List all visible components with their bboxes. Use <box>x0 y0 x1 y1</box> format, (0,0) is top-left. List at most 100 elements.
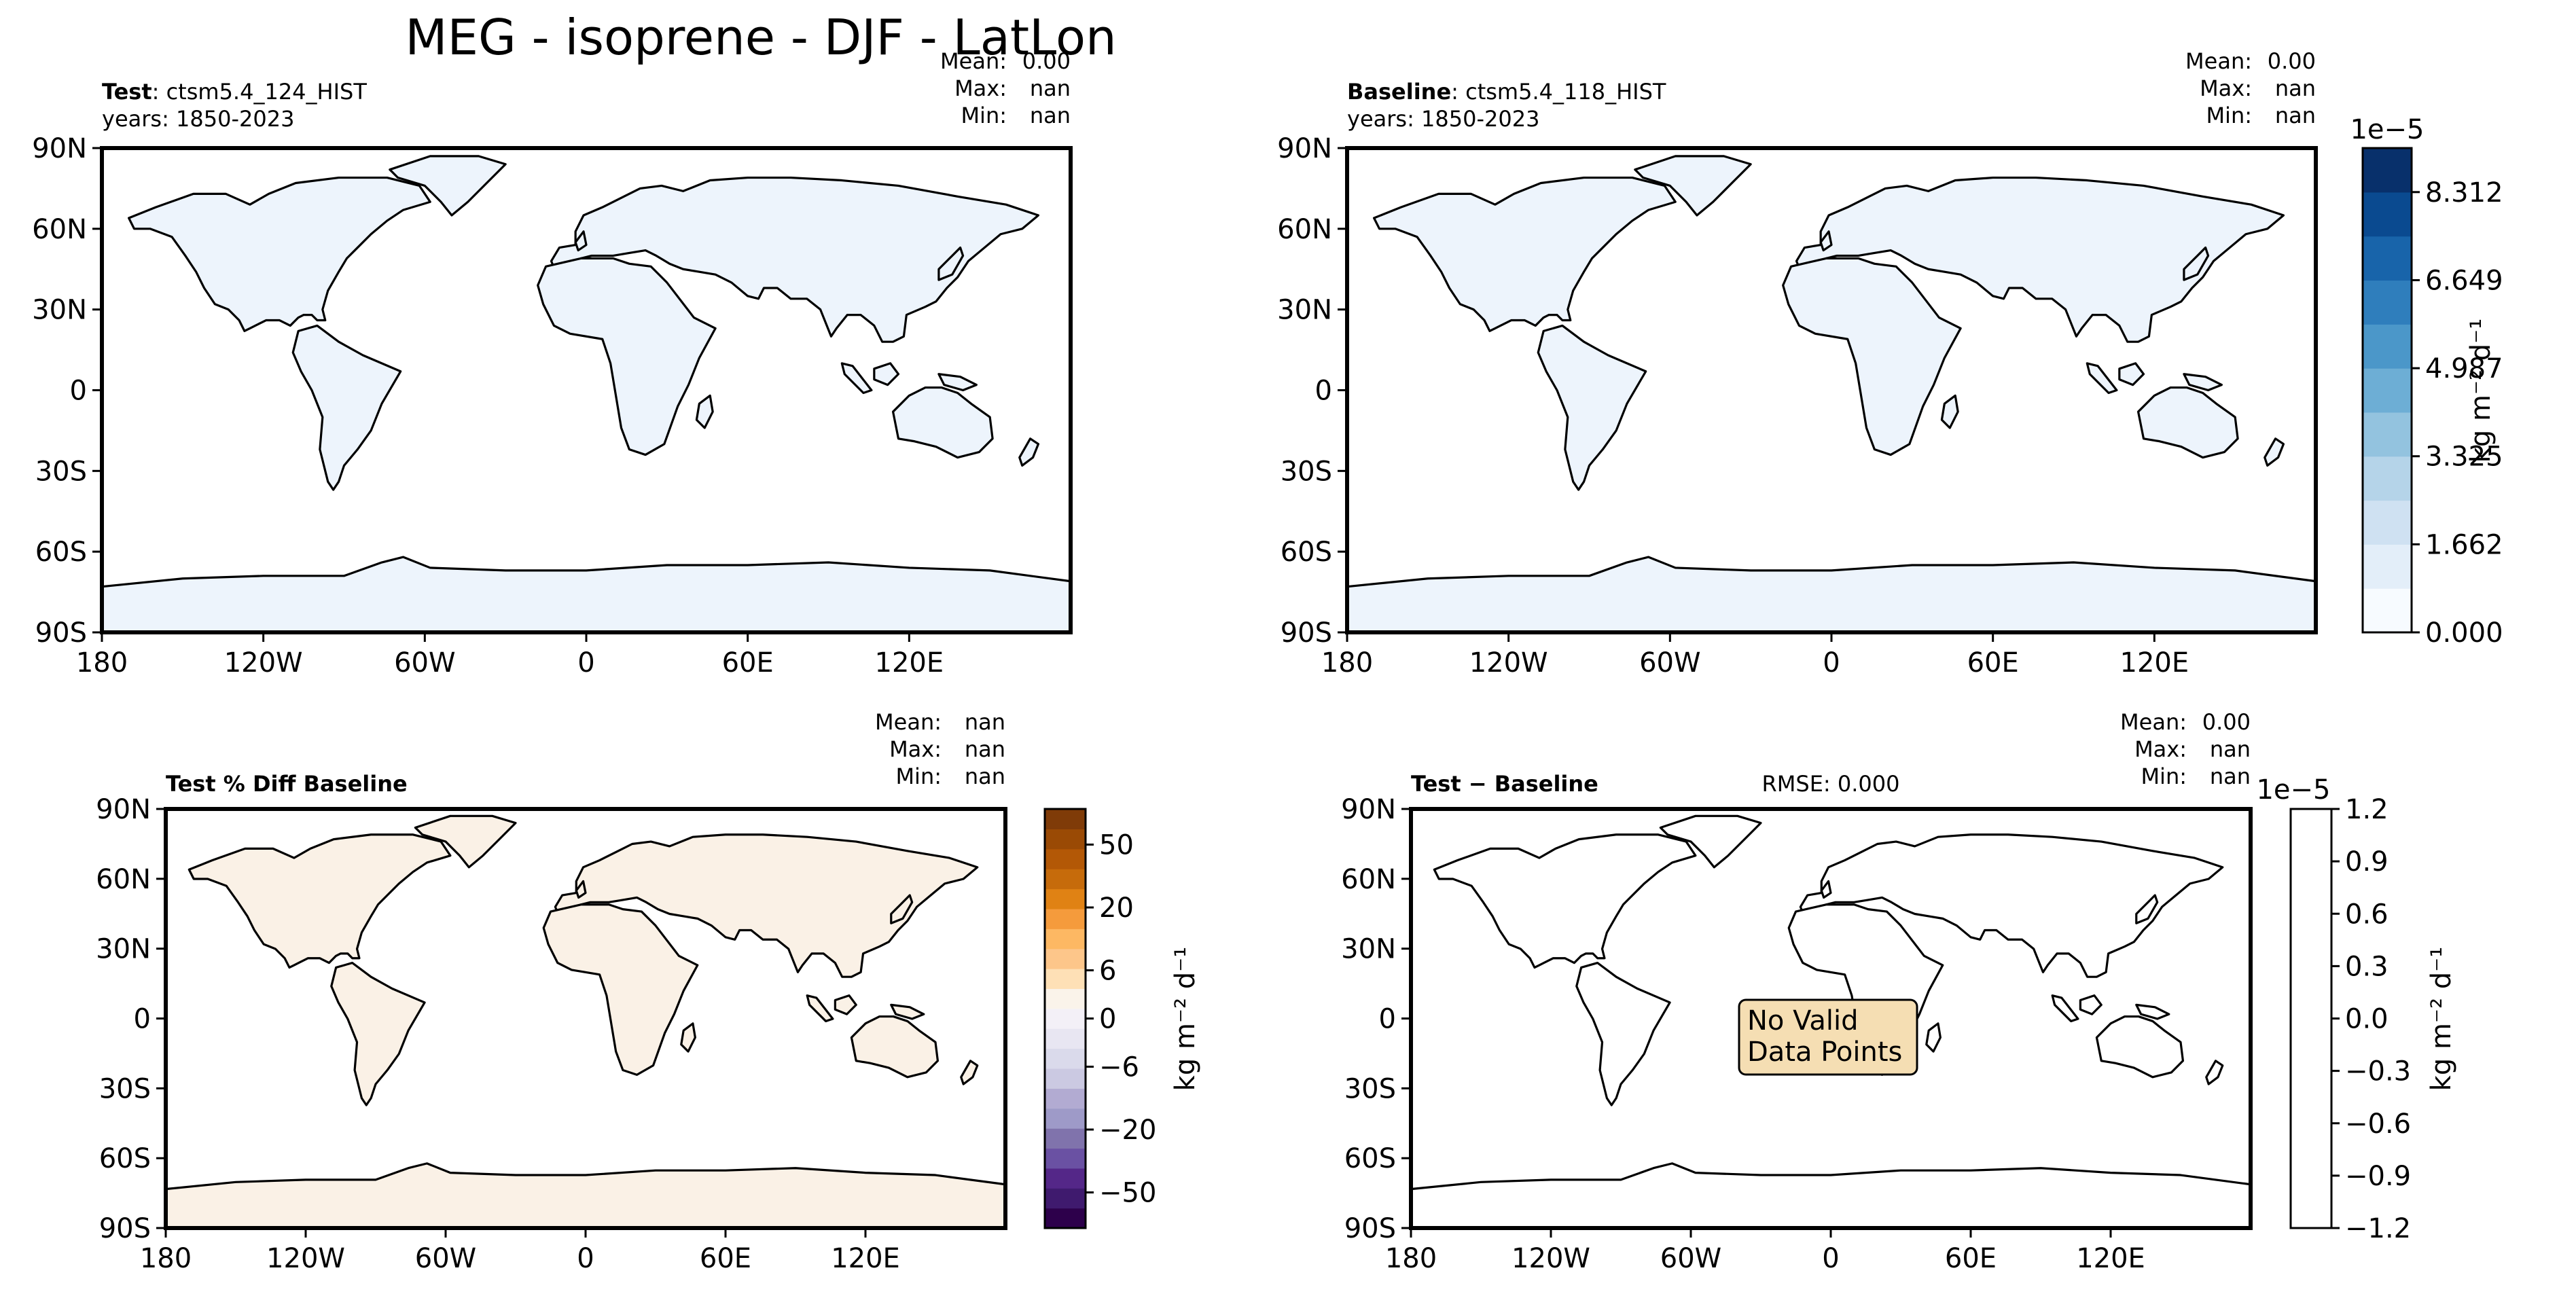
chart-root: MEG - isoprene - DJF - LatLon 90N 60N 30N 0 3… <box>32 9 2503 1274</box>
lon-tick-label: 120W <box>1469 647 1548 679</box>
panel-label-bold: Baseline <box>1347 79 1451 105</box>
colorbar-segment <box>1045 809 1086 829</box>
colorbar-segment <box>1045 888 1086 909</box>
colorbar-tick-label: 6 <box>1099 956 1116 987</box>
panel-label: Test: ctsm5.4_124_HIST <box>102 79 367 105</box>
colorbar-segment <box>1045 1208 1086 1229</box>
lat-tick-label: 30N <box>32 295 87 326</box>
lat-tick-label: 30N <box>1341 934 1396 965</box>
stat-max-label: Max: <box>954 75 1007 101</box>
colorbar-segment <box>2363 324 2412 369</box>
colorbar-tick-label: −0.3 <box>2345 1056 2411 1087</box>
rmse-label: RMSE: 0.000 <box>1762 771 1900 797</box>
stat-min-label: Min: <box>961 103 1007 128</box>
stat-min-value: nan <box>1030 103 1071 128</box>
lon-tick-label: 180 <box>76 647 128 679</box>
lon-tick-label: 120W <box>224 647 303 679</box>
stat-min-value: nan <box>965 763 1005 789</box>
colorbar-tick-label: 0.6 <box>2345 899 2389 930</box>
stat-mean-value: 0.00 <box>2268 48 2316 74</box>
colorbar-segment <box>2363 412 2412 457</box>
stat-mean-label: Mean: <box>875 709 942 735</box>
colorbar-segment <box>2363 236 2412 281</box>
colorbar-segment <box>1045 948 1086 969</box>
lat-tick-label: 90S <box>99 1213 151 1244</box>
colorbar-segment <box>1045 848 1086 869</box>
colorbar-tick-label: 6.649 <box>2425 265 2503 296</box>
colorbar-frame <box>2361 147 2413 634</box>
lon-tick-label: 60W <box>415 1243 476 1274</box>
colorbar-segment <box>2363 368 2412 413</box>
stat-max-value: nan <box>1030 75 1071 101</box>
lon-tick-label: 120W <box>266 1243 345 1274</box>
colorbar-segment <box>2363 192 2412 237</box>
colorbar-tick-label: 0.000 <box>2425 617 2503 649</box>
colorbar-tick-label: 4.987 <box>2425 353 2503 384</box>
colorbar-segment <box>1045 1128 1086 1149</box>
lat-tick-label: 90S <box>1344 1213 1396 1244</box>
lon-tick-label: 60E <box>1945 1243 1997 1274</box>
colorbar-label: kg m⁻² d⁻¹ <box>1170 947 1201 1092</box>
colorbar-tick-label: −6 <box>1099 1051 1139 1083</box>
stat-mean-label: Mean: <box>940 48 1007 74</box>
colorbar-tick-label: 8.312 <box>2425 177 2503 209</box>
lat-tick-label: 60S <box>99 1143 151 1174</box>
colorbar-tick-label: −50 <box>1099 1178 1156 1209</box>
lon-tick-label: 120E <box>831 1243 900 1274</box>
colorbar-segment <box>2363 500 2412 545</box>
annotation-line: Data Points <box>1747 1036 1902 1068</box>
panel-label-bold: Test <box>102 79 152 105</box>
stat-min-label: Min: <box>2206 103 2252 128</box>
panel-label-rest: : ctsm5.4_124_HIST <box>152 79 368 105</box>
lat-tick-label: 90S <box>1281 617 1332 649</box>
lat-tick-label: 30S <box>35 456 87 487</box>
stat-max-label: Max: <box>2200 75 2252 101</box>
colorbar-tick-label: −1.2 <box>2345 1213 2411 1244</box>
colorbar-tick-label: 50 <box>1099 829 1134 861</box>
stat-mean-label: Mean: <box>2120 709 2187 735</box>
lon-tick-label: 120E <box>2120 647 2189 679</box>
lat-tick-label: 60N <box>1277 214 1332 245</box>
colorbar-tick-label: 3.325 <box>2425 441 2503 473</box>
colorbar-tick-label: 0.0 <box>2345 1004 2389 1035</box>
colorbar-fill <box>2291 809 2331 1228</box>
colorbar-tick-label: −0.6 <box>2345 1108 2411 1140</box>
lat-tick-label: 90N <box>32 133 87 164</box>
lat-tick-label: 30S <box>1344 1073 1396 1104</box>
stat-max-label: Max: <box>889 736 942 762</box>
colorbar-tick-label: 1.662 <box>2425 529 2503 560</box>
panel-label: Baseline: ctsm5.4_118_HIST <box>1347 79 1666 105</box>
colorbar-tick-label: −20 <box>1099 1115 1156 1146</box>
lat-tick-label: 30S <box>99 1073 151 1104</box>
colorbar-tick-label: 1.2 <box>2345 794 2389 825</box>
lat-tick-label: 60N <box>1341 864 1396 895</box>
lat-tick-label: 60N <box>96 864 151 895</box>
colorbar-segment <box>1045 1168 1086 1189</box>
lon-tick-label: 60W <box>1639 647 1700 679</box>
colorbar-segment <box>1045 1108 1086 1129</box>
panel-label: Test % Diff Baseline <box>166 771 408 797</box>
stat-max-value: nan <box>2275 75 2316 101</box>
colorbar-segment <box>1045 929 1086 950</box>
colorbar-segment <box>1045 1148 1086 1169</box>
lon-tick-label: 0 <box>1822 1243 1839 1274</box>
lat-tick-label: 0 <box>1315 376 1332 407</box>
lon-tick-label: 180 <box>1321 647 1373 679</box>
panel-label-rest: : ctsm5.4_118_HIST <box>1451 79 1666 105</box>
colorbar-exponent: 1e−5 <box>2256 774 2330 806</box>
colorbar-segment <box>1045 869 1086 890</box>
colorbar-tick-label: 0.3 <box>2345 951 2389 982</box>
colorbar-segment <box>1045 1068 1086 1089</box>
stat-mean-value: 0.00 <box>2202 709 2251 735</box>
lon-tick-label: 60E <box>722 647 774 679</box>
lon-tick-label: 0 <box>577 1243 594 1274</box>
lat-tick-label: 60S <box>1281 537 1332 568</box>
lon-tick-label: 60E <box>700 1243 751 1274</box>
colorbar-segment <box>1045 829 1086 850</box>
colorbar-tick-label: 0 <box>1099 1004 1116 1035</box>
lon-tick-label: 0 <box>1823 647 1840 679</box>
lat-tick-label: 90N <box>1341 794 1396 825</box>
